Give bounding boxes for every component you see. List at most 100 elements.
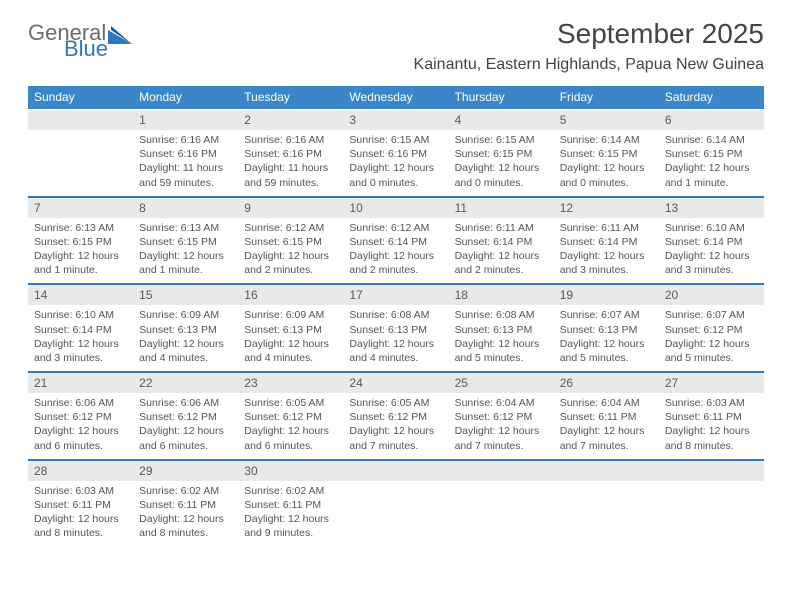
day-number-cell: 9 <box>238 196 343 218</box>
day-number-cell: 23 <box>238 371 343 393</box>
daylight-text: Daylight: 12 hours and 8 minutes. <box>665 424 758 452</box>
location-subtitle: Kainantu, Eastern Highlands, Papua New G… <box>414 56 764 74</box>
daylight-text: Daylight: 12 hours and 0 minutes. <box>560 161 653 189</box>
day-number-cell: 28 <box>28 459 133 481</box>
day-number-row: 78910111213 <box>28 196 764 218</box>
sunrise-text: Sunrise: 6:04 AM <box>455 396 548 410</box>
day-number-cell: 6 <box>659 109 764 130</box>
day-content-cell: Sunrise: 6:06 AMSunset: 6:12 PMDaylight:… <box>133 393 238 459</box>
sunrise-text: Sunrise: 6:02 AM <box>139 484 232 498</box>
day-number-cell: 16 <box>238 283 343 305</box>
day-header-cell: Saturday <box>659 86 764 109</box>
daylight-text: Daylight: 12 hours and 4 minutes. <box>244 337 337 365</box>
sunrise-text: Sunrise: 6:04 AM <box>560 396 653 410</box>
day-content-cell <box>449 481 554 547</box>
sunrise-text: Sunrise: 6:03 AM <box>34 484 127 498</box>
day-content-row: Sunrise: 6:06 AMSunset: 6:12 PMDaylight:… <box>28 393 764 459</box>
sunrise-text: Sunrise: 6:03 AM <box>665 396 758 410</box>
day-content-cell: Sunrise: 6:10 AMSunset: 6:14 PMDaylight:… <box>28 305 133 371</box>
daylight-text: Daylight: 12 hours and 6 minutes. <box>34 424 127 452</box>
logo: General Blue <box>28 18 132 60</box>
sunset-text: Sunset: 6:16 PM <box>139 147 232 161</box>
day-content-row: Sunrise: 6:16 AMSunset: 6:16 PMDaylight:… <box>28 130 764 196</box>
day-content-row: Sunrise: 6:13 AMSunset: 6:15 PMDaylight:… <box>28 218 764 284</box>
day-number-row: 14151617181920 <box>28 283 764 305</box>
day-number-cell: 17 <box>343 283 448 305</box>
sunrise-text: Sunrise: 6:06 AM <box>139 396 232 410</box>
daylight-text: Daylight: 12 hours and 1 minute. <box>139 249 232 277</box>
day-number-cell: 10 <box>343 196 448 218</box>
sunrise-text: Sunrise: 6:16 AM <box>244 133 337 147</box>
daylight-text: Daylight: 12 hours and 3 minutes. <box>665 249 758 277</box>
sunset-text: Sunset: 6:14 PM <box>455 235 548 249</box>
sunrise-text: Sunrise: 6:10 AM <box>34 308 127 322</box>
month-title: September 2025 <box>414 18 764 50</box>
sunset-text: Sunset: 6:12 PM <box>349 410 442 424</box>
sunset-text: Sunset: 6:11 PM <box>34 498 127 512</box>
day-content-cell: Sunrise: 6:08 AMSunset: 6:13 PMDaylight:… <box>343 305 448 371</box>
day-header-cell: Friday <box>554 86 659 109</box>
day-header-cell: Monday <box>133 86 238 109</box>
day-content-cell: Sunrise: 6:12 AMSunset: 6:14 PMDaylight:… <box>343 218 448 284</box>
day-number-cell: 14 <box>28 283 133 305</box>
day-content-cell <box>343 481 448 547</box>
sunset-text: Sunset: 6:12 PM <box>34 410 127 424</box>
day-header-cell: Tuesday <box>238 86 343 109</box>
logo-text-blue: Blue <box>64 38 132 60</box>
sunrise-text: Sunrise: 6:07 AM <box>560 308 653 322</box>
sunrise-text: Sunrise: 6:06 AM <box>34 396 127 410</box>
sunset-text: Sunset: 6:11 PM <box>244 498 337 512</box>
day-number-cell <box>343 459 448 481</box>
day-content-cell: Sunrise: 6:13 AMSunset: 6:15 PMDaylight:… <box>133 218 238 284</box>
day-content-cell: Sunrise: 6:03 AMSunset: 6:11 PMDaylight:… <box>28 481 133 547</box>
day-header-cell: Wednesday <box>343 86 448 109</box>
sunset-text: Sunset: 6:12 PM <box>665 323 758 337</box>
day-content-cell: Sunrise: 6:13 AMSunset: 6:15 PMDaylight:… <box>28 218 133 284</box>
sunset-text: Sunset: 6:12 PM <box>455 410 548 424</box>
day-number-cell: 11 <box>449 196 554 218</box>
day-number-cell: 19 <box>554 283 659 305</box>
day-number-cell: 22 <box>133 371 238 393</box>
daylight-text: Daylight: 12 hours and 9 minutes. <box>244 512 337 540</box>
daylight-text: Daylight: 12 hours and 4 minutes. <box>349 337 442 365</box>
day-content-cell <box>554 481 659 547</box>
day-number-cell: 30 <box>238 459 343 481</box>
sunset-text: Sunset: 6:16 PM <box>349 147 442 161</box>
daylight-text: Daylight: 12 hours and 3 minutes. <box>34 337 127 365</box>
sunrise-text: Sunrise: 6:12 AM <box>244 221 337 235</box>
day-content-cell: Sunrise: 6:07 AMSunset: 6:13 PMDaylight:… <box>554 305 659 371</box>
day-content-cell: Sunrise: 6:02 AMSunset: 6:11 PMDaylight:… <box>133 481 238 547</box>
sunrise-text: Sunrise: 6:16 AM <box>139 133 232 147</box>
day-number-cell <box>659 459 764 481</box>
day-content-cell: Sunrise: 6:11 AMSunset: 6:14 PMDaylight:… <box>449 218 554 284</box>
day-content-cell: Sunrise: 6:02 AMSunset: 6:11 PMDaylight:… <box>238 481 343 547</box>
weeks-container: 123456Sunrise: 6:16 AMSunset: 6:16 PMDay… <box>28 109 764 546</box>
day-content-cell <box>28 130 133 196</box>
day-content-cell: Sunrise: 6:16 AMSunset: 6:16 PMDaylight:… <box>133 130 238 196</box>
day-content-cell: Sunrise: 6:11 AMSunset: 6:14 PMDaylight:… <box>554 218 659 284</box>
day-number-cell <box>554 459 659 481</box>
daylight-text: Daylight: 12 hours and 8 minutes. <box>34 512 127 540</box>
daylight-text: Daylight: 12 hours and 1 minute. <box>34 249 127 277</box>
sunset-text: Sunset: 6:13 PM <box>455 323 548 337</box>
sunset-text: Sunset: 6:15 PM <box>139 235 232 249</box>
daylight-text: Daylight: 12 hours and 6 minutes. <box>244 424 337 452</box>
day-content-cell: Sunrise: 6:07 AMSunset: 6:12 PMDaylight:… <box>659 305 764 371</box>
sunrise-text: Sunrise: 6:14 AM <box>665 133 758 147</box>
sunset-text: Sunset: 6:13 PM <box>560 323 653 337</box>
day-number-cell: 15 <box>133 283 238 305</box>
sunset-text: Sunset: 6:16 PM <box>244 147 337 161</box>
daylight-text: Daylight: 12 hours and 7 minutes. <box>560 424 653 452</box>
sunset-text: Sunset: 6:14 PM <box>34 323 127 337</box>
daylight-text: Daylight: 12 hours and 6 minutes. <box>139 424 232 452</box>
daylight-text: Daylight: 12 hours and 3 minutes. <box>560 249 653 277</box>
sunrise-text: Sunrise: 6:07 AM <box>665 308 758 322</box>
title-block: September 2025 Kainantu, Eastern Highlan… <box>414 18 764 82</box>
day-number-row: 123456 <box>28 109 764 130</box>
sunrise-text: Sunrise: 6:11 AM <box>455 221 548 235</box>
day-content-cell: Sunrise: 6:09 AMSunset: 6:13 PMDaylight:… <box>238 305 343 371</box>
day-number-cell: 13 <box>659 196 764 218</box>
sunrise-text: Sunrise: 6:08 AM <box>349 308 442 322</box>
sunset-text: Sunset: 6:11 PM <box>560 410 653 424</box>
sunset-text: Sunset: 6:13 PM <box>139 323 232 337</box>
